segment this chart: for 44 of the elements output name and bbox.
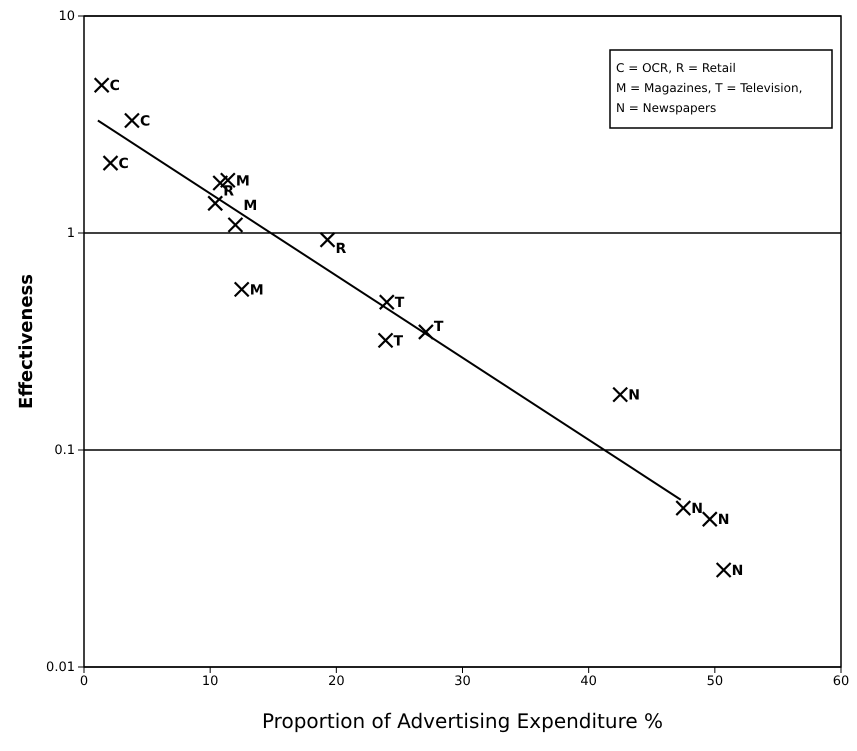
y-tick-label: 1 (66, 226, 75, 242)
y-tick-label: 0.01 (46, 660, 75, 676)
point (227, 216, 244, 233)
text: N (718, 512, 730, 528)
y-tick-label: 10 (58, 9, 75, 24)
text: M (243, 198, 258, 214)
point (319, 232, 336, 248)
annotation: M = Magazines, T = Television, (616, 81, 802, 95)
text: M (250, 282, 264, 298)
series-label: N (628, 388, 640, 404)
point (702, 511, 718, 528)
text: C (140, 113, 150, 130)
x-tick-label: 0 (80, 674, 88, 690)
point (124, 112, 140, 129)
point (207, 195, 224, 212)
point (675, 500, 692, 516)
series-label: C (110, 78, 120, 94)
annotation: C = OCR, R = Retail (616, 61, 736, 75)
x-tick-label: 40 (580, 674, 597, 690)
point (418, 324, 434, 340)
y-axis-title: Effectiveness (16, 274, 37, 409)
text: T (434, 318, 444, 335)
text: C (118, 156, 129, 172)
text: N (732, 562, 744, 579)
x-tick-label: 20 (328, 674, 345, 690)
point (378, 294, 395, 310)
x-tick-label: 10 (202, 674, 218, 690)
text: T (394, 333, 404, 350)
text: N (691, 501, 704, 518)
point (102, 154, 119, 172)
series-label: R (336, 240, 346, 257)
point (94, 77, 110, 94)
series-label: M (236, 173, 250, 190)
point (234, 281, 250, 298)
x-tick-label: 60 (832, 674, 850, 690)
y-tick-label: 0.1 (54, 443, 75, 458)
x-axis-title: Proportion of Advertising Expenditure % (262, 709, 664, 733)
series-label: T (394, 295, 405, 312)
point (716, 562, 732, 578)
x-tick-label: 30 (454, 674, 471, 690)
annotation: N = Newspapers (616, 101, 716, 115)
point (612, 386, 628, 403)
point (377, 332, 394, 348)
x-tick-label: 50 (706, 674, 724, 690)
